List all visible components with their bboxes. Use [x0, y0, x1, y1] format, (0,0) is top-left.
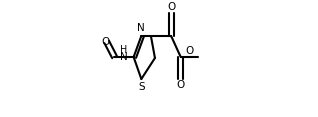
Text: N: N — [137, 23, 145, 33]
Text: O: O — [167, 2, 175, 12]
Text: O: O — [186, 46, 194, 56]
Text: H: H — [121, 45, 128, 55]
Text: O: O — [176, 80, 185, 90]
Text: N: N — [120, 52, 128, 62]
Text: O: O — [101, 37, 110, 47]
Text: S: S — [138, 82, 145, 92]
